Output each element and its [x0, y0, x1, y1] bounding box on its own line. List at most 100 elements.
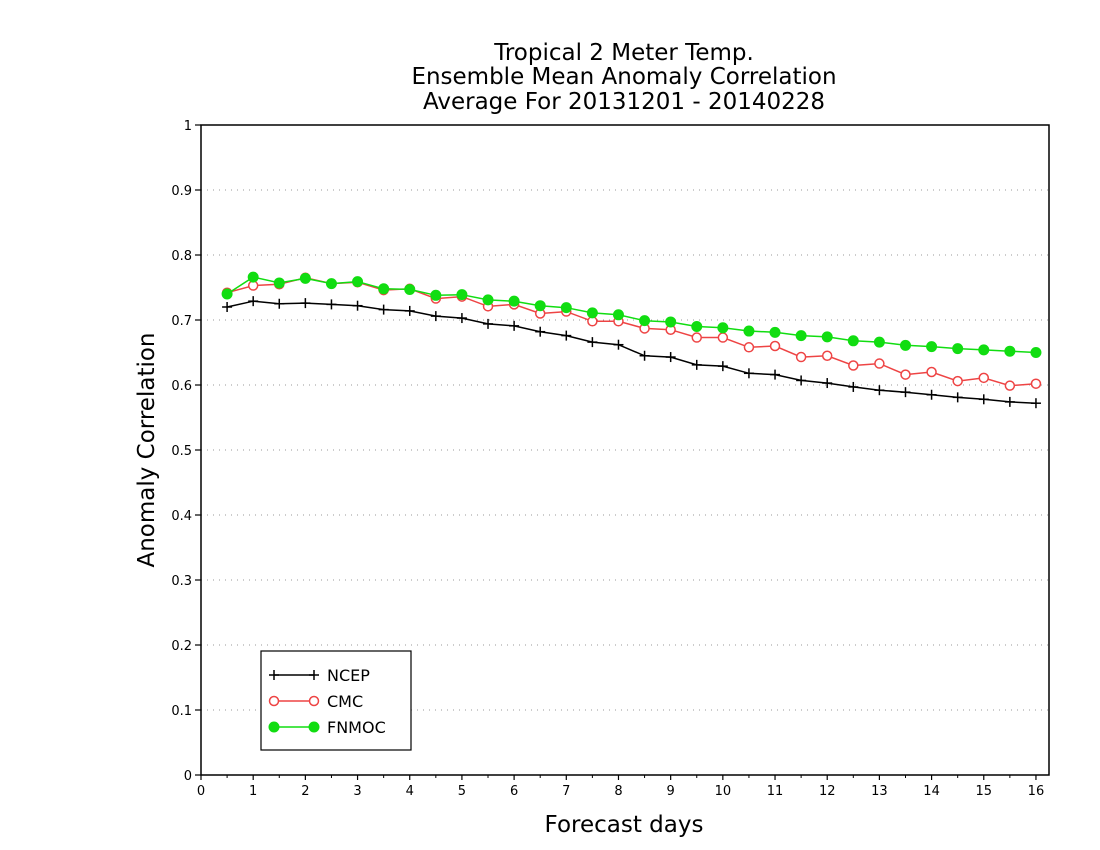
legend-marker-fnmoc — [268, 721, 280, 733]
chart-title: Tropical 2 Meter Temp. Ensemble Mean Ano… — [411, 40, 836, 115]
legend-label-cmc: CMC — [327, 692, 363, 711]
data-point-fnmoc — [273, 277, 285, 289]
data-point-fnmoc — [847, 335, 859, 347]
data-point-fnmoc — [430, 289, 442, 301]
data-point-ncep — [952, 392, 963, 403]
x-tick-label: 10 — [715, 784, 732, 799]
y-tick-label: 0.8 — [171, 249, 192, 264]
series-layer — [221, 271, 1042, 409]
data-point-ncep — [352, 300, 363, 311]
x-axis-ticks: 0 1 2 3 4 5 6 7 8 9 10 11 12 13 14 15 16 — [197, 775, 1044, 799]
data-point-fnmoc — [691, 321, 703, 332]
y-tick-label: 0.5 — [171, 444, 192, 459]
series-ncep — [222, 296, 1041, 409]
legend-label-ncep: NCEP — [327, 666, 370, 685]
x-tick-label: 9 — [667, 784, 675, 799]
y-tick-label: 0.6 — [171, 379, 192, 394]
x-axis-label: Forecast days — [545, 812, 704, 838]
legend-marker-ncep — [269, 670, 279, 680]
data-point-ncep — [1030, 398, 1041, 409]
series-line-cmc — [226, 277, 1037, 387]
legend-marker-cmc — [308, 695, 320, 707]
series-line-ncep — [226, 300, 1037, 404]
data-point-fnmoc — [873, 336, 885, 348]
data-point-ncep — [1004, 396, 1015, 407]
data-point-fnmoc — [743, 325, 755, 337]
data-point-fnmoc — [508, 295, 520, 307]
series-line-fnmoc — [226, 276, 1037, 354]
x-tick-label: 5 — [458, 784, 466, 799]
y-tick-label: 0.4 — [171, 509, 192, 524]
data-point-ncep — [404, 305, 415, 316]
data-point-cmc — [874, 358, 885, 369]
y-tick-label: 0.3 — [171, 574, 192, 589]
x-tick-label: 11 — [767, 784, 784, 799]
data-point-cmc — [743, 342, 755, 353]
data-point-ncep — [874, 385, 885, 396]
data-point-ncep — [717, 361, 728, 372]
data-point-fnmoc — [247, 271, 259, 283]
series-cmc — [221, 272, 1042, 391]
data-point-fnmoc — [456, 289, 468, 301]
data-point-ncep — [978, 394, 989, 405]
y-tick-label: 0 — [184, 769, 192, 784]
x-tick-label: 4 — [406, 784, 414, 799]
data-point-fnmoc — [717, 322, 729, 334]
x-tick-label: 0 — [197, 784, 205, 799]
data-point-ncep — [926, 389, 937, 400]
data-point-fnmoc — [1030, 347, 1042, 358]
data-point-ncep — [378, 304, 389, 315]
x-tick-label: 2 — [301, 784, 309, 799]
data-point-ncep — [274, 298, 285, 309]
gridlines — [201, 189, 1049, 711]
data-point-fnmoc — [352, 276, 364, 288]
data-point-fnmoc — [586, 307, 598, 319]
y-tick-label: 1 — [184, 119, 192, 134]
legend-label-fnmoc: FNMOC — [327, 718, 386, 737]
title-line-2: Ensemble Mean Anomaly Correlation — [411, 64, 836, 90]
data-point-fnmoc — [665, 316, 677, 328]
data-point-fnmoc — [899, 339, 911, 351]
data-point-fnmoc — [795, 330, 807, 342]
legend-marker-fnmoc — [308, 721, 320, 733]
data-point-ncep — [248, 296, 259, 307]
y-tick-label: 0.2 — [171, 639, 192, 654]
data-point-cmc — [1004, 380, 1016, 391]
data-point-fnmoc — [299, 272, 311, 284]
title-line-1: Tropical 2 Meter Temp. — [493, 40, 754, 66]
data-point-ncep — [535, 326, 546, 337]
data-point-ncep — [456, 313, 467, 324]
data-point-ncep — [822, 378, 833, 389]
x-tick-label: 14 — [923, 784, 940, 799]
data-point-cmc — [952, 375, 963, 387]
data-point-fnmoc — [1004, 345, 1016, 357]
y-axis-label: Anomaly Correlation — [134, 332, 160, 567]
data-point-ncep — [300, 298, 311, 309]
data-point-fnmoc — [560, 302, 572, 314]
data-point-fnmoc — [926, 341, 938, 353]
data-point-ncep — [639, 350, 650, 361]
y-tick-label: 0.9 — [171, 184, 192, 199]
x-tick-label: 12 — [819, 784, 836, 799]
data-point-fnmoc — [482, 294, 494, 306]
data-point-ncep — [222, 302, 233, 312]
x-tick-label: 7 — [562, 784, 570, 799]
x-tick-label: 3 — [353, 784, 361, 799]
y-tick-label: 0.1 — [171, 704, 192, 719]
data-point-cmc — [978, 372, 990, 384]
data-point-fnmoc — [769, 326, 781, 338]
data-point-cmc — [900, 369, 911, 380]
data-point-cmc — [717, 332, 729, 343]
data-point-fnmoc — [378, 283, 390, 295]
data-point-fnmoc — [639, 315, 651, 327]
data-point-fnmoc — [534, 300, 546, 312]
data-point-ncep — [561, 330, 572, 341]
data-point-cmc — [769, 340, 781, 352]
data-point-cmc — [691, 332, 703, 343]
data-point-ncep — [848, 381, 859, 392]
data-point-fnmoc — [325, 278, 337, 290]
data-point-ncep — [770, 369, 781, 380]
data-point-fnmoc — [612, 309, 624, 321]
data-point-ncep — [613, 339, 624, 350]
data-point-ncep — [900, 387, 911, 398]
